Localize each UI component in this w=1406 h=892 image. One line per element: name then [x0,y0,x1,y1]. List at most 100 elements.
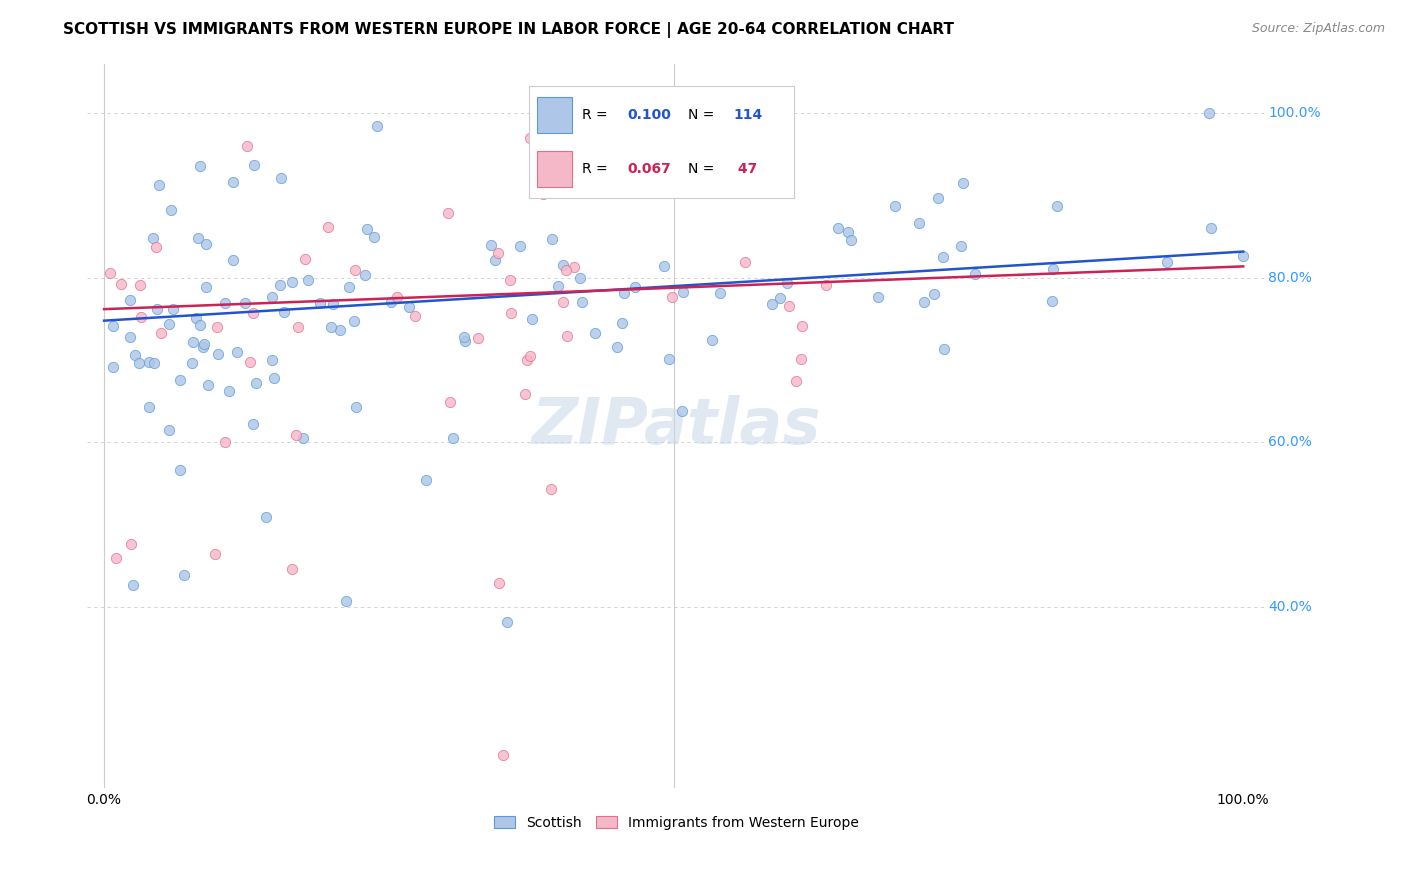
Point [927,191,949,205]
Point [520,312,543,326]
Point [226,345,249,359]
Point [488,576,510,591]
Point [124,348,146,362]
Point [380,295,402,310]
Point [776,276,799,290]
Point [131,310,153,325]
Point [142,231,165,245]
Point [571,294,593,309]
Point [337,280,360,294]
Point [316,220,339,235]
Point [291,431,314,445]
Point [785,375,807,389]
Point [321,319,343,334]
Point [105,551,128,566]
Point [884,199,907,213]
Point [441,432,464,446]
Point [671,404,693,418]
Point [329,323,352,337]
Point [709,285,731,300]
Point [294,252,316,266]
Point [827,221,849,235]
Point [1046,199,1069,213]
Point [486,245,509,260]
Point [221,253,243,268]
Point [118,293,141,307]
Point [492,747,515,762]
Point [387,290,409,304]
Point [148,178,170,192]
Point [479,237,502,252]
Point [496,615,519,629]
Point [205,320,228,334]
Point [516,353,538,368]
Point [363,230,385,244]
Point [222,175,245,189]
Point [952,176,974,190]
Point [606,340,628,354]
Point [540,482,562,496]
Point [366,120,388,134]
Point [218,384,240,399]
Point [146,302,169,317]
Point [287,320,309,334]
Point [160,202,183,217]
Point [564,260,586,274]
Point [187,231,209,245]
Point [404,310,426,324]
Point [912,295,935,310]
Point [1156,255,1178,269]
Text: Source: ZipAtlas.com: Source: ZipAtlas.com [1251,22,1385,36]
Point [934,342,956,356]
Point [157,318,180,332]
Point [658,352,681,367]
Text: ZIPatlas: ZIPatlas [531,395,821,457]
Point [839,233,862,247]
Point [509,239,531,253]
Point [769,292,792,306]
Point [661,290,683,304]
Point [194,280,217,294]
Point [1040,293,1063,308]
Text: 80.0%: 80.0% [1268,271,1312,285]
Point [454,334,477,348]
Point [145,240,167,254]
Point [263,371,285,385]
Point [531,186,554,201]
Point [191,341,214,355]
Point [467,331,489,345]
Point [120,330,142,344]
Point [519,131,541,145]
Point [415,473,437,487]
Point [101,359,124,374]
Point [195,236,218,251]
Point [162,302,184,317]
Point [778,299,800,313]
Point [285,428,308,442]
Point [242,417,264,431]
Point [308,295,330,310]
Point [555,328,578,343]
Text: 100.0%: 100.0% [1268,106,1320,120]
Point [197,378,219,392]
Point [188,318,211,332]
Point [1232,248,1254,262]
Point [343,314,366,328]
Point [120,537,142,551]
Text: SCOTTISH VS IMMIGRANTS FROM WESTERN EUROPE IN LABOR FORCE | AGE 20-64 CORRELATIO: SCOTTISH VS IMMIGRANTS FROM WESTERN EURO… [63,22,955,38]
Point [1199,221,1222,235]
Point [184,311,207,326]
Point [501,306,523,320]
Point [173,567,195,582]
Point [98,266,121,280]
Point [761,297,783,311]
Point [138,355,160,369]
Point [792,318,814,333]
Point [541,232,564,246]
Point [169,462,191,476]
Point [398,300,420,314]
Text: 40.0%: 40.0% [1268,600,1312,614]
Point [965,267,987,281]
Point [950,239,973,253]
Point [922,286,945,301]
